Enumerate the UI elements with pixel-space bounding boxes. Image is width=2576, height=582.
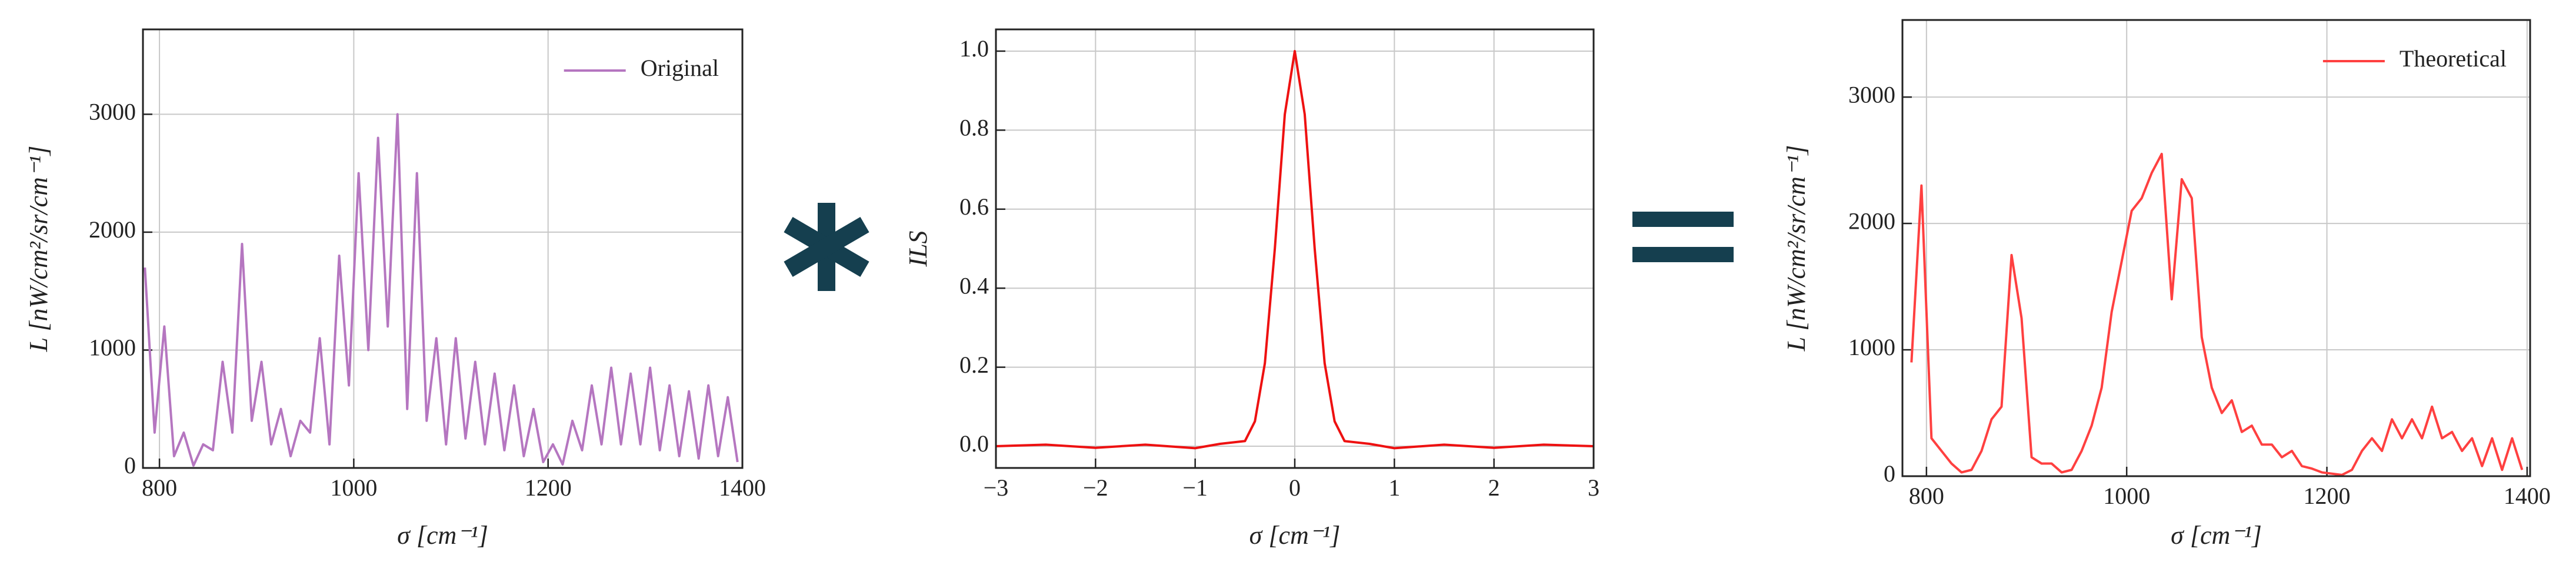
y-tick-label: 2000 bbox=[1848, 208, 1895, 234]
legend-label: Original bbox=[641, 55, 719, 81]
plot-frame bbox=[995, 28, 1595, 469]
x-axis-label: σ [cm⁻¹] bbox=[1249, 521, 1341, 550]
data-line bbox=[996, 49, 1594, 450]
x-axis-label: σ [cm⁻¹] bbox=[397, 521, 488, 550]
x-tick-label: 1000 bbox=[2103, 483, 2150, 509]
y-tick-label: 1000 bbox=[89, 335, 136, 361]
y-tick-label: 0 bbox=[1884, 460, 1895, 487]
x-tick-label: 1000 bbox=[330, 474, 377, 501]
x-tick-label: 800 bbox=[1909, 483, 1944, 509]
x-tick-label: 1400 bbox=[719, 474, 766, 501]
equals-bar bbox=[1632, 212, 1734, 227]
plot-frame bbox=[142, 28, 744, 469]
y-tick-label: 0.8 bbox=[959, 115, 989, 141]
y-tick-label: 3000 bbox=[89, 99, 136, 125]
y-tick-label: 1000 bbox=[1848, 334, 1895, 360]
x-tick-label: −2 bbox=[1083, 474, 1108, 501]
asterisk-arm bbox=[784, 217, 869, 277]
y-axis-label: L [nW/cm²/sr/cm⁻¹] bbox=[24, 146, 53, 353]
data-line bbox=[1910, 152, 2524, 476]
x-axis-label: σ [cm⁻¹] bbox=[2171, 521, 2262, 550]
x-tick-label: 800 bbox=[142, 474, 177, 501]
legend-label: Theoretical bbox=[2400, 45, 2507, 72]
y-tick-label: 2000 bbox=[89, 216, 136, 243]
equals-bar bbox=[1632, 247, 1734, 262]
y-axis-label: ILS bbox=[904, 230, 932, 267]
x-tick-label: 1400 bbox=[2504, 483, 2551, 509]
x-tick-label: −3 bbox=[984, 474, 1009, 501]
y-tick-label: 3000 bbox=[1848, 81, 1895, 108]
y-axis-label: L [nW/cm²/sr/cm⁻¹] bbox=[1782, 145, 1811, 352]
plot-frame bbox=[1901, 19, 2531, 477]
x-tick-label: −1 bbox=[1182, 474, 1208, 501]
x-tick-label: 0 bbox=[1289, 474, 1301, 501]
chart: −3 −2 −1 0 1 2 3 0.0 0.2 0.4 0.6 0.8 1.0 σ [cm⁻¹] ILS bbox=[904, 28, 1599, 550]
data-line bbox=[144, 113, 739, 467]
y-tick-label: 0.4 bbox=[959, 272, 989, 299]
x-tick-label: 1200 bbox=[2304, 483, 2351, 509]
chart: 800 1000 1200 1400 0 1000 2000 3000 σ [cm⁻¹] L [n… bbox=[24, 28, 766, 550]
x-tick-label: 3 bbox=[1588, 474, 1599, 501]
y-tick-label: 0.0 bbox=[959, 430, 989, 457]
chart: 800 1000 1200 1400 0 1000 2000 3000 σ [cm⁻¹] L [n… bbox=[1782, 19, 2551, 550]
x-tick-label: 1200 bbox=[525, 474, 572, 501]
x-tick-label: 1 bbox=[1388, 474, 1400, 501]
y-tick-label: 0 bbox=[124, 452, 136, 479]
x-tick-label: 2 bbox=[1488, 474, 1500, 501]
y-tick-label: 0.2 bbox=[959, 352, 989, 378]
equals-operator bbox=[1632, 212, 1734, 262]
y-tick-label: 0.6 bbox=[959, 193, 989, 220]
convolution-operator bbox=[784, 203, 869, 291]
y-tick-label: 1.0 bbox=[959, 35, 989, 62]
